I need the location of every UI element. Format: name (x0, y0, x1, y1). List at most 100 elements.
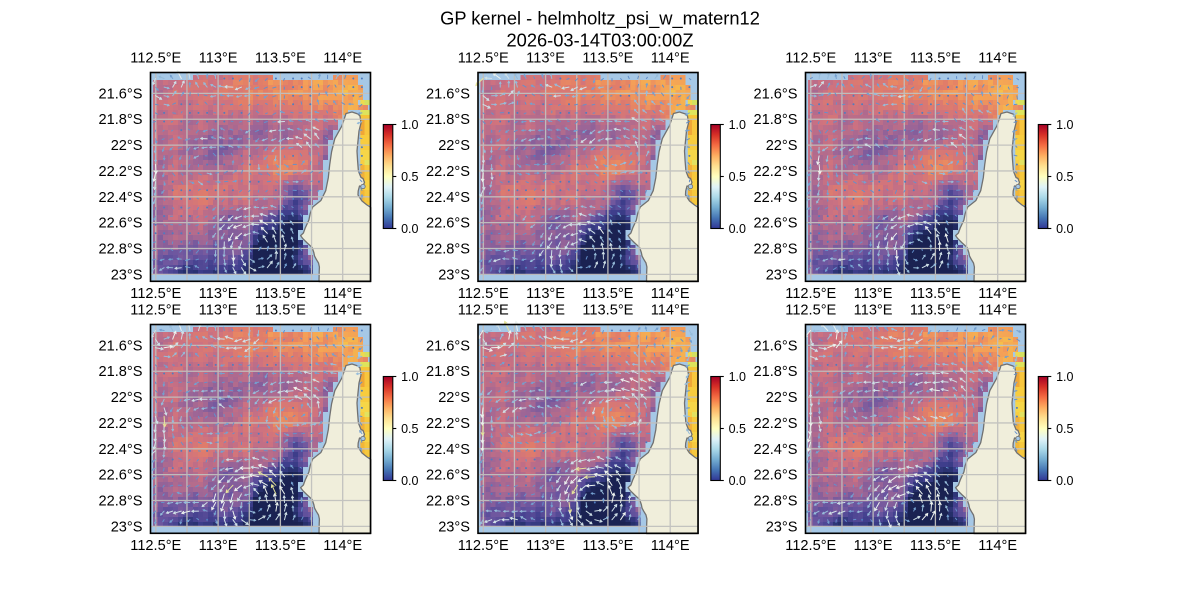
svg-text:22.6°S: 22.6°S (754, 468, 798, 484)
svg-text:22.6°S: 22.6°S (754, 216, 798, 232)
svg-text:113.5°E: 113.5°E (910, 538, 961, 554)
svg-text:113.5°E: 113.5°E (582, 302, 633, 318)
svg-text:114°E: 114°E (978, 50, 1017, 66)
svg-text:2026-03-14T03:00:00Z: 2026-03-14T03:00:00Z (506, 29, 693, 50)
svg-text:22.6°S: 22.6°S (99, 468, 143, 484)
svg-text:21.6°S: 21.6°S (426, 86, 470, 102)
svg-text:112.5°E: 112.5°E (130, 538, 181, 554)
svg-text:113.5°E: 113.5°E (582, 50, 633, 66)
svg-text:0.0: 0.0 (729, 474, 746, 488)
svg-text:113°E: 113°E (526, 538, 565, 554)
svg-text:23°S: 23°S (766, 519, 798, 535)
svg-text:21.8°S: 21.8°S (426, 112, 470, 128)
svg-text:21.8°S: 21.8°S (754, 364, 798, 380)
svg-text:112.5°E: 112.5°E (785, 538, 836, 554)
svg-text:22.2°S: 22.2°S (426, 164, 470, 180)
svg-text:22°S: 22°S (438, 390, 470, 406)
svg-text:114°E: 114°E (978, 538, 1017, 554)
svg-text:112.5°E: 112.5°E (458, 538, 509, 554)
svg-text:112.5°E: 112.5°E (130, 50, 181, 66)
svg-text:113°E: 113°E (199, 50, 238, 66)
svg-text:22.4°S: 22.4°S (754, 190, 798, 206)
svg-text:113°E: 113°E (854, 302, 893, 318)
svg-text:23°S: 23°S (438, 267, 470, 283)
svg-text:21.8°S: 21.8°S (99, 364, 143, 380)
svg-text:22.6°S: 22.6°S (99, 216, 143, 232)
svg-text:112.5°E: 112.5°E (130, 286, 181, 302)
svg-text:113°E: 113°E (199, 286, 238, 302)
svg-text:22°S: 22°S (766, 138, 798, 154)
svg-text:21.8°S: 21.8°S (99, 112, 143, 128)
svg-text:0.0: 0.0 (1056, 474, 1073, 488)
svg-text:113°E: 113°E (854, 286, 893, 302)
svg-text:23°S: 23°S (111, 267, 143, 283)
svg-text:0.0: 0.0 (401, 474, 418, 488)
svg-text:1.0: 1.0 (1056, 370, 1073, 384)
svg-text:22.8°S: 22.8°S (426, 242, 470, 258)
svg-text:114°E: 114°E (651, 50, 690, 66)
svg-text:22°S: 22°S (111, 390, 143, 406)
svg-text:0.0: 0.0 (401, 222, 418, 236)
svg-text:114°E: 114°E (651, 538, 690, 554)
svg-text:1.0: 1.0 (729, 118, 746, 132)
svg-text:1.0: 1.0 (729, 370, 746, 384)
svg-text:113.5°E: 113.5°E (910, 50, 961, 66)
svg-text:1.0: 1.0 (401, 370, 418, 384)
svg-text:113°E: 113°E (854, 50, 893, 66)
svg-text:0.5: 0.5 (401, 422, 418, 436)
svg-text:21.6°S: 21.6°S (754, 338, 798, 354)
svg-text:23°S: 23°S (438, 519, 470, 535)
svg-text:22.4°S: 22.4°S (99, 190, 143, 206)
svg-text:114°E: 114°E (323, 538, 362, 554)
svg-text:113°E: 113°E (854, 538, 893, 554)
svg-text:21.8°S: 21.8°S (426, 364, 470, 380)
svg-text:22.8°S: 22.8°S (99, 494, 143, 510)
svg-text:22.4°S: 22.4°S (426, 442, 470, 458)
svg-text:113.5°E: 113.5°E (910, 302, 961, 318)
svg-text:1.0: 1.0 (401, 118, 418, 132)
svg-text:114°E: 114°E (651, 286, 690, 302)
svg-text:0.5: 0.5 (1056, 170, 1073, 184)
svg-text:113.5°E: 113.5°E (255, 286, 306, 302)
svg-text:113°E: 113°E (526, 50, 565, 66)
svg-text:22°S: 22°S (438, 138, 470, 154)
svg-text:114°E: 114°E (323, 50, 362, 66)
svg-text:22°S: 22°S (766, 390, 798, 406)
svg-text:114°E: 114°E (323, 286, 362, 302)
svg-text:113°E: 113°E (199, 302, 238, 318)
svg-text:112.5°E: 112.5°E (458, 286, 509, 302)
svg-text:114°E: 114°E (651, 302, 690, 318)
svg-text:22.4°S: 22.4°S (99, 442, 143, 458)
svg-text:22.2°S: 22.2°S (754, 164, 798, 180)
svg-text:0.5: 0.5 (729, 422, 746, 436)
svg-text:113.5°E: 113.5°E (255, 538, 306, 554)
svg-text:113°E: 113°E (199, 538, 238, 554)
svg-text:21.6°S: 21.6°S (754, 86, 798, 102)
svg-text:0.5: 0.5 (1056, 422, 1073, 436)
svg-text:GP kernel - helmholtz_psi_w_ma: GP kernel - helmholtz_psi_w_matern12 (440, 8, 760, 30)
svg-text:113.5°E: 113.5°E (910, 286, 961, 302)
svg-text:112.5°E: 112.5°E (785, 302, 836, 318)
svg-text:113.5°E: 113.5°E (255, 50, 306, 66)
svg-text:113.5°E: 113.5°E (582, 286, 633, 302)
svg-text:22.2°S: 22.2°S (754, 416, 798, 432)
svg-text:22.8°S: 22.8°S (754, 242, 798, 258)
svg-text:0.0: 0.0 (1056, 222, 1073, 236)
svg-text:112.5°E: 112.5°E (458, 50, 509, 66)
svg-text:113.5°E: 113.5°E (255, 302, 306, 318)
svg-text:0.0: 0.0 (729, 222, 746, 236)
svg-text:22°S: 22°S (111, 138, 143, 154)
svg-text:112.5°E: 112.5°E (785, 50, 836, 66)
svg-text:22.2°S: 22.2°S (426, 416, 470, 432)
svg-text:113°E: 113°E (526, 302, 565, 318)
svg-text:0.5: 0.5 (401, 170, 418, 184)
svg-text:22.8°S: 22.8°S (99, 242, 143, 258)
svg-text:22.4°S: 22.4°S (754, 442, 798, 458)
svg-text:21.6°S: 21.6°S (426, 338, 470, 354)
svg-text:114°E: 114°E (323, 302, 362, 318)
svg-text:22.4°S: 22.4°S (426, 190, 470, 206)
svg-text:1.0: 1.0 (1056, 118, 1073, 132)
svg-text:112.5°E: 112.5°E (458, 302, 509, 318)
svg-text:22.6°S: 22.6°S (426, 468, 470, 484)
svg-text:113°E: 113°E (526, 286, 565, 302)
